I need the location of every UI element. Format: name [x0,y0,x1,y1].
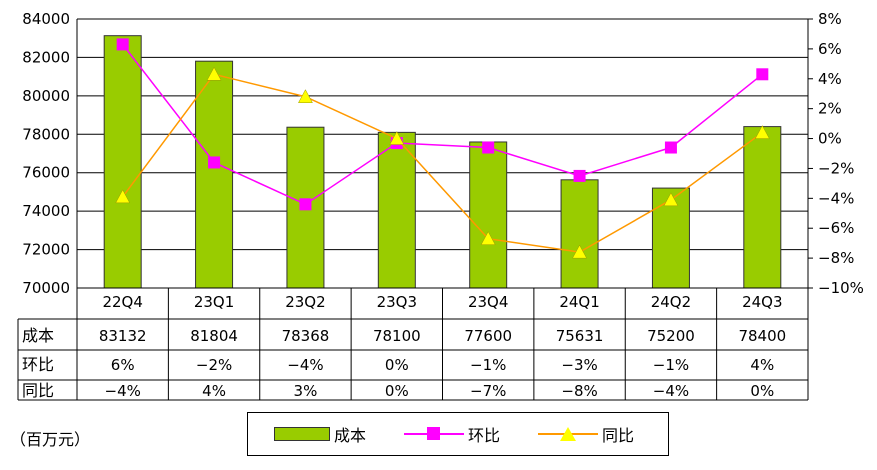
triangle-marker [389,131,405,145]
row-label: 环比 [22,355,54,374]
series-line [122,73,763,253]
category-label: 23Q4 [468,293,508,311]
legend-label-yoy: 同比 [602,426,635,445]
square-marker [573,169,586,182]
unit-label: （百万元） [10,430,91,449]
line-series [115,38,770,259]
table-cell: −1% [470,356,506,374]
right-tick-label: 6% [818,40,842,58]
right-tick-label: −8% [818,249,854,267]
right-tick-label: −6% [818,219,854,237]
table-cell: −4% [653,382,689,400]
table-cell: −8% [561,382,597,400]
legend-bar-swatch [274,427,330,441]
table-cell: 0% [385,382,409,400]
triangle-marker [754,125,770,139]
left-tick-label: 80000 [22,87,70,105]
left-tick-label: 76000 [22,164,70,182]
bar [377,131,416,289]
table-cell: 75200 [647,327,695,345]
category-label: 24Q1 [559,293,599,311]
table-cell: −1% [653,356,689,374]
table-cell: −2% [196,356,232,374]
left-tick-label: 72000 [22,241,70,259]
left-tick-label: 74000 [22,202,70,220]
left-tick-label: 78000 [22,125,70,143]
right-tick-label: 2% [818,100,842,118]
table-cell: 3% [294,382,318,400]
square-marker [756,68,769,81]
right-tick-label: 8% [818,10,842,28]
legend-square-line-swatch [404,427,464,441]
legend: 成本 环比 同比 [247,412,669,456]
table-cell: 78400 [738,327,786,345]
right-tick-label: −10% [818,279,864,297]
left-tick-label: 84000 [22,10,70,28]
bar [743,126,782,289]
table-cell: 4% [202,382,226,400]
grid-lines [77,18,808,251]
table-cell: 81804 [190,327,238,345]
bar-series [103,35,782,289]
series-line [122,43,763,206]
table-cell: 77600 [464,327,512,345]
table-cell: 0% [750,382,774,400]
bar [103,35,142,289]
category-label: 22Q4 [102,293,142,311]
legend-item-cost: 成本 [274,413,366,455]
table-cell: 83132 [99,327,147,345]
left-tick-label: 70000 [22,279,70,297]
table-cell: 0% [385,356,409,374]
table-cell: 6% [111,356,135,374]
square-marker [116,38,129,51]
triangle-marker [480,231,496,245]
triangle-marker [206,66,222,81]
square-marker [482,141,495,154]
left-tick-label: 82000 [22,48,70,66]
category-label: 24Q2 [651,293,691,311]
table-cell: 4% [750,356,774,374]
table-cell: 78368 [282,327,330,345]
legend-label-qoq: 环比 [468,426,501,445]
table-cell: 78100 [373,327,421,345]
legend-item-qoq: 环比 [404,413,500,455]
table-cell: 75631 [556,327,604,345]
category-label: 23Q3 [377,293,417,311]
square-marker [299,198,312,211]
row-label: 同比 [22,381,54,400]
table-cell: −4% [287,356,323,374]
triangle-marker [115,189,131,204]
table-cell: −7% [470,382,506,400]
category-label: 23Q1 [194,293,234,311]
triangle-marker [298,89,313,103]
data-table: 22Q4 23Q1 23Q2 23Q3 23Q4 24Q1 24Q2 24Q3 成本 83132 8… [17,287,809,401]
right-tick-label: −2% [818,159,854,177]
axes: 70000 72000 74000 76000 78000 80000 82000 84000… [22,10,864,297]
triangle-marker [663,192,679,207]
right-tick-label: 0% [818,130,842,148]
category-label: 24Q3 [742,293,782,311]
square-marker [208,156,221,169]
bar [469,141,508,289]
legend-triangle-line-swatch [538,427,598,441]
table-cell: −3% [561,356,597,374]
bar [560,179,599,289]
row-label: 成本 [22,326,54,345]
category-label: 23Q2 [285,293,325,311]
legend-label-cost: 成本 [334,426,367,445]
bar [195,60,234,289]
table-cell: −4% [105,382,141,400]
legend-item-yoy: 同比 [538,413,634,455]
right-tick-label: 4% [818,70,842,88]
right-tick-label: −4% [818,189,854,207]
square-marker [664,141,677,154]
triangle-marker [572,244,587,259]
